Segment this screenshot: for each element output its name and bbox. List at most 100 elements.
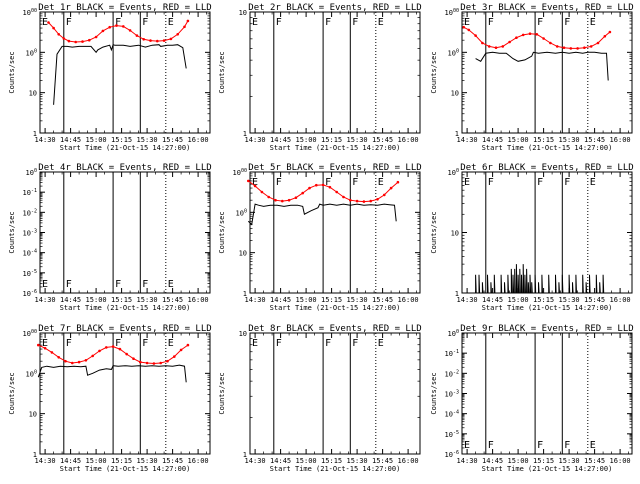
x-tick-label: 14:45 [60, 457, 81, 465]
y-tick-label: 10-4 [445, 410, 459, 419]
data-point-lld [608, 30, 612, 34]
y-tick-label: 10-2 [445, 369, 459, 378]
data-point-lld [247, 179, 250, 183]
marker-label: E [168, 279, 174, 290]
x-tick-label: 15:30 [137, 457, 158, 465]
data-point-lld [52, 26, 55, 30]
series-line-events [475, 51, 609, 81]
x-tick-label: 14:30 [35, 136, 56, 144]
data-point-lld [481, 41, 484, 45]
data-point-lld [159, 361, 162, 365]
x-tick-label: 14:45 [482, 296, 503, 304]
y-tick-label: 10-1 [23, 188, 37, 197]
x-tick-label: 15:15 [533, 296, 554, 304]
data-point-lld [122, 25, 125, 28]
x-tick-label: 15:45 [162, 136, 183, 144]
data-point-lld [474, 34, 477, 37]
y-tick-label: 1 [33, 130, 37, 138]
x-tick-label: 15:00 [508, 457, 529, 465]
y-tick-label: 1000 [445, 8, 459, 17]
x-tick-label: 14:45 [270, 136, 291, 144]
y-axis-label: Counts/sec [8, 372, 16, 414]
y-tick-label: 1 [455, 130, 459, 138]
y-tick-exponent: -4 [31, 249, 37, 255]
y-tick-label: 10-6 [445, 450, 459, 459]
y-tick-exponent: 0 [456, 48, 459, 54]
marker-label: F [276, 338, 282, 349]
x-tick-label: 16:00 [188, 457, 209, 465]
y-tick-exponent: -5 [31, 269, 37, 275]
y-tick-exponent: 00 [31, 329, 37, 335]
data-point-lld [462, 25, 466, 29]
marker-label: F [564, 177, 570, 188]
y-tick-exponent: 00 [453, 8, 459, 14]
marker-label: E [464, 177, 470, 188]
marker-label: F [325, 17, 331, 28]
y-tick-label: 1 [455, 290, 459, 298]
y-axis-label: Counts/sec [430, 51, 438, 93]
y-axis-label: Counts/sec [430, 211, 438, 253]
y-tick-exponent: -2 [453, 369, 459, 375]
y-tick-label: 1000 [23, 329, 37, 338]
x-tick-label: 15:15 [321, 457, 342, 465]
data-point-lld [562, 46, 566, 49]
y-tick-label: 10 [451, 90, 459, 98]
y-axis-label: Counts/sec [8, 211, 16, 253]
data-point-lld [301, 191, 305, 195]
x-axis-label: Start Time (21-Oct-15 14:27:00) [270, 144, 401, 152]
marker-label: F [537, 177, 543, 188]
plot-frame [39, 332, 211, 455]
y-tick-exponent: 0 [456, 168, 459, 174]
marker-label: E [464, 440, 470, 451]
panel-title: Det 3r BLACK = Events, RED = LLD [460, 3, 633, 13]
data-point-lld [294, 196, 298, 199]
marker-label: E [378, 17, 384, 28]
data-point-lld [84, 359, 88, 362]
x-tick-label: 15:15 [533, 136, 554, 144]
x-tick-label: 14:45 [60, 136, 81, 144]
y-tick-label: 10-5 [23, 269, 37, 278]
x-tick-label: 15:30 [137, 296, 158, 304]
x-tick-label: 15:15 [321, 296, 342, 304]
y-tick-label: 1000 [23, 8, 37, 17]
data-point-lld [589, 45, 593, 48]
y-tick-label: 100 [448, 168, 459, 177]
data-point-lld [166, 359, 169, 363]
x-tick-label: 15:15 [321, 136, 342, 144]
data-point-lld [67, 39, 71, 43]
series-line-events [475, 264, 608, 294]
data-point-lld [71, 361, 74, 365]
marker-label: E [168, 338, 174, 349]
data-point-lld [335, 190, 339, 194]
x-tick-label: 15:15 [111, 296, 132, 304]
x-tick-label: 14:30 [35, 296, 56, 304]
y-tick-label: 10-6 [23, 289, 37, 298]
y-tick-exponent: 0 [34, 48, 37, 54]
data-point-lld [156, 39, 159, 43]
marker-label: F [564, 17, 570, 28]
marker-label: F [115, 338, 121, 349]
data-point-lld [260, 190, 264, 194]
y-tick-label: 10 [451, 230, 459, 238]
x-tick-label: 15:00 [296, 296, 317, 304]
series-line-events [37, 364, 187, 383]
data-point-lld [111, 345, 115, 348]
marker-label: E [590, 17, 596, 28]
y-tick-label: 10 [239, 250, 247, 258]
data-point-lld [389, 186, 393, 190]
plot-frame [249, 171, 421, 294]
data-point-lld [274, 198, 277, 202]
x-tick-label: 14:45 [270, 457, 291, 465]
y-tick-label: 10-1 [445, 349, 459, 358]
data-point-lld [186, 19, 190, 23]
data-point-lld [596, 41, 600, 45]
y-tick-label: 10-2 [23, 208, 37, 217]
x-tick-label: 14:30 [457, 136, 478, 144]
data-point-lld [179, 348, 183, 352]
plot-frame [249, 11, 421, 134]
y-tick-label: 100 [448, 329, 459, 338]
marker-label: F [352, 177, 358, 188]
data-point-lld [267, 195, 271, 199]
data-point-lld [43, 346, 47, 350]
